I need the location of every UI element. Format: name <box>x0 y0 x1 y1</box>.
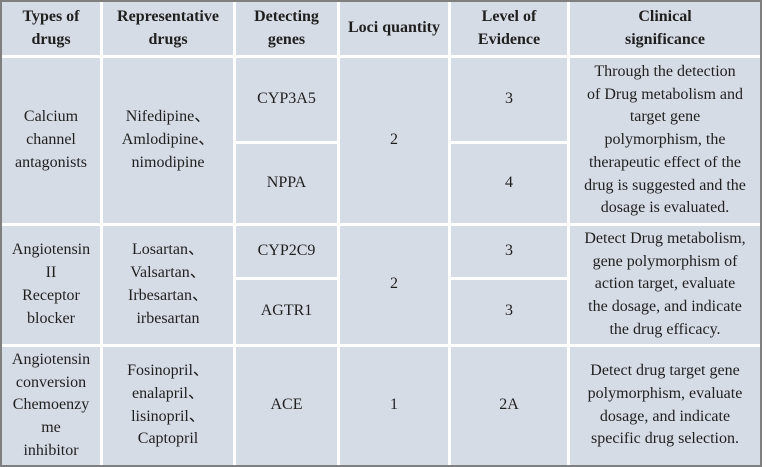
cell-level-of-evidence: 3 <box>451 58 570 144</box>
cell-level-of-evidence: 3 <box>451 226 570 280</box>
cell-representative-drugs: Losartan、 Valsartan、 Irbesartan、 irbesar… <box>103 226 236 347</box>
col-header-loci-quantity: Loci quantity <box>340 2 451 58</box>
cell-detecting-gene: NPPA <box>236 144 340 226</box>
cell-loci-quantity: 2 <box>340 58 451 226</box>
table-row: Calcium channel antagonists Nifedipine、 … <box>2 58 760 226</box>
table-header-row: Types of drugs Representative drugs Dete… <box>2 2 760 58</box>
cell-level-of-evidence: 3 <box>451 279 570 347</box>
cell-clinical-significance: Through the detection of Drug metabolism… <box>570 58 760 226</box>
cell-clinical-significance: Detect Drug metabolism, gene polymorphis… <box>570 226 760 347</box>
col-header-representative-drugs: Representative drugs <box>103 2 236 58</box>
col-header-detecting-genes: Detecting genes <box>236 2 340 58</box>
cell-representative-drugs: Nifedipine、 Amlodipine、 nimodipine <box>103 58 236 226</box>
cell-level-of-evidence: 2A <box>451 346 570 465</box>
cell-detecting-gene: CYP3A5 <box>236 58 340 144</box>
cell-loci-quantity: 1 <box>340 346 451 465</box>
col-header-types-of-drugs: Types of drugs <box>2 2 103 58</box>
cell-clinical-significance: Detect drug target gene polymorphism, ev… <box>570 346 760 465</box>
table-row: Angiotensin conversion Chemoenzy me inhi… <box>2 346 760 465</box>
cell-level-of-evidence: 4 <box>451 144 570 226</box>
cell-loci-quantity: 2 <box>340 226 451 347</box>
cell-type-of-drug: Calcium channel antagonists <box>2 58 103 226</box>
col-header-clinical-significance: Clinical significance <box>570 2 760 58</box>
cell-type-of-drug: Angiotensin II Receptor blocker <box>2 226 103 347</box>
cell-representative-drugs: Fosinopril、 enalapril、 lisinopril、 Capto… <box>103 346 236 465</box>
cell-detecting-gene: AGTR1 <box>236 279 340 347</box>
cell-detecting-gene: ACE <box>236 346 340 465</box>
cell-detecting-gene: CYP2C9 <box>236 226 340 280</box>
cell-type-of-drug: Angiotensin conversion Chemoenzy me inhi… <box>2 346 103 465</box>
table-row: Angiotensin II Receptor blocker Losartan… <box>2 226 760 347</box>
table-row: AGTR1 3 <box>2 279 760 347</box>
col-header-level-of-evidence: Level of Evidence <box>451 2 570 58</box>
table-row: NPPA 4 <box>2 144 760 226</box>
